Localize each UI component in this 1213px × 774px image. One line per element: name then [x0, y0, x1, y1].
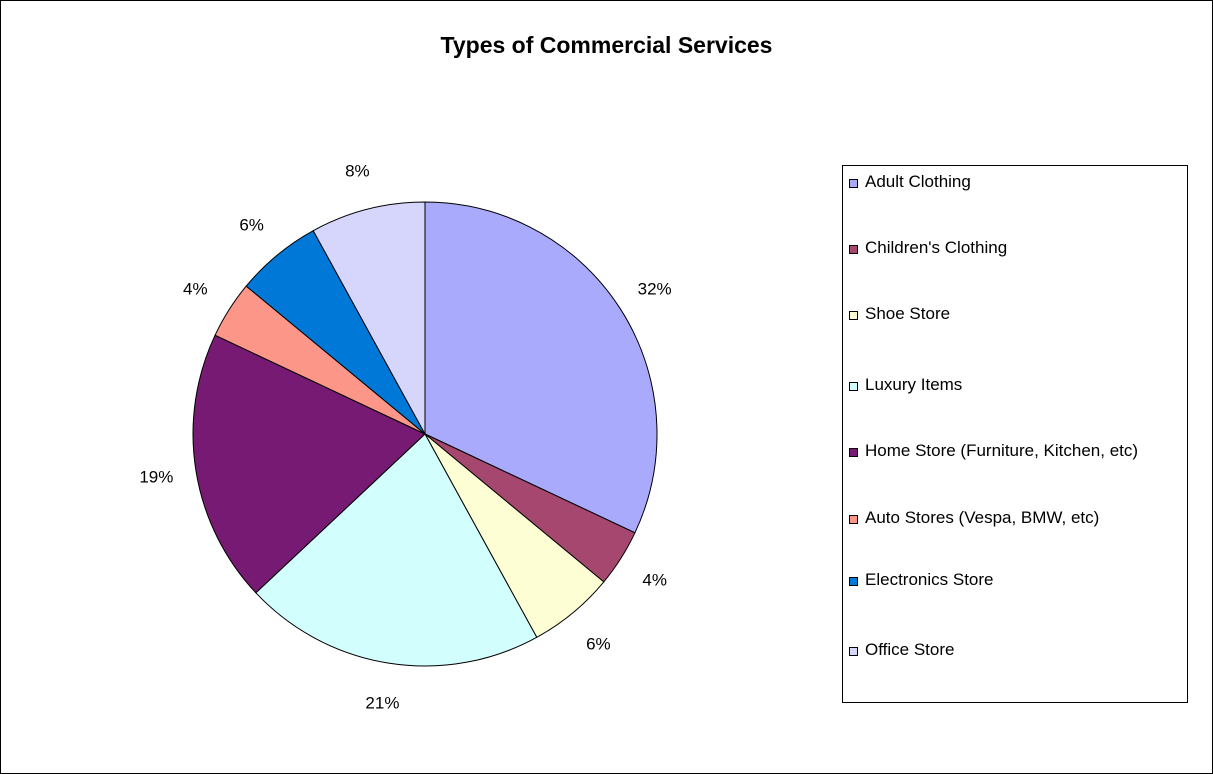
legend-swatch [849, 448, 858, 457]
chart-title: Types of Commercial Services [440, 32, 773, 58]
slice-label: 19% [139, 468, 173, 487]
legend-label: Home Store (Furniture, Kitchen, etc) [865, 441, 1139, 460]
legend-swatch [849, 245, 858, 254]
slice-label: 4% [642, 571, 667, 590]
slice-label: 6% [586, 635, 611, 654]
pie-slice-adult-clothing [424, 201, 658, 534]
legend-swatch [849, 515, 858, 524]
legend-swatch [849, 647, 858, 656]
pie-slice-office-store [312, 201, 426, 435]
legend-item-electronics-store: Electronics Store [849, 568, 1179, 592]
legend: Adult Clothing Children's Clothing Shoe … [842, 165, 1188, 703]
legend-label: Children's Clothing [865, 238, 1008, 257]
legend-label: Luxury Items [865, 375, 963, 394]
slice-label: 8% [345, 162, 370, 181]
legend-label: Auto Stores (Vespa, BMW, etc) [865, 508, 1100, 527]
pie-slice-home-store-furniture-kitchen-etc [192, 334, 426, 594]
legend-item-childrens-clothing: Children's Clothing [849, 236, 1179, 260]
legend-swatch [849, 382, 858, 391]
pie-slice-luxury-items [255, 433, 538, 667]
legend-label: Shoe Store [865, 304, 951, 323]
legend-item-adult-clothing: Adult Clothing [849, 170, 1179, 194]
legend-item-home-store: Home Store (Furniture, Kitchen, etc) [849, 439, 1179, 463]
slice-label: 4% [183, 279, 208, 298]
legend-label: Adult Clothing [865, 172, 971, 191]
legend-swatch [849, 311, 858, 320]
legend-swatch [849, 577, 858, 586]
legend-item-shoe-store: Shoe Store [849, 302, 1179, 326]
slice-label: 6% [239, 215, 264, 234]
legend-label: Electronics Store [865, 570, 994, 589]
slice-label: 32% [638, 279, 672, 298]
legend-item-office-store: Office Store [849, 638, 1179, 662]
legend-swatch [849, 179, 858, 188]
slice-label: 21% [365, 694, 399, 713]
legend-item-luxury-items: Luxury Items [849, 373, 1179, 397]
legend-label: Office Store [865, 640, 955, 659]
legend-item-auto-stores: Auto Stores (Vespa, BMW, etc) [849, 506, 1179, 530]
